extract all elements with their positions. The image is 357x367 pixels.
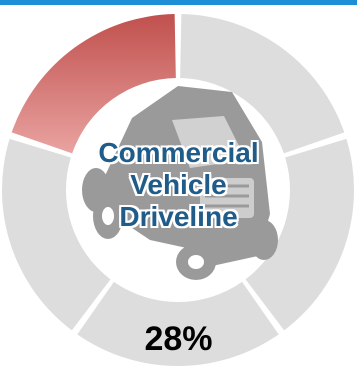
donut-segment-2 (245, 138, 355, 331)
donut-segments (1, 14, 355, 367)
donut-segment-highlighted (11, 14, 176, 154)
center-title-line3: Driveline (119, 201, 238, 232)
header-accent-bar (0, 0, 357, 5)
semi-truck-icon (82, 86, 278, 280)
center-title: Commercial Vehicle Driveline (60, 137, 297, 233)
donut-segment-1 (180, 14, 345, 154)
center-title-line2: Vehicle (130, 169, 227, 200)
center-title-line1: Commercial (98, 137, 259, 168)
donut-segment-3 (77, 281, 279, 367)
highlight-value-label: 28% (144, 320, 213, 358)
donut-segment-4 (1, 138, 111, 331)
